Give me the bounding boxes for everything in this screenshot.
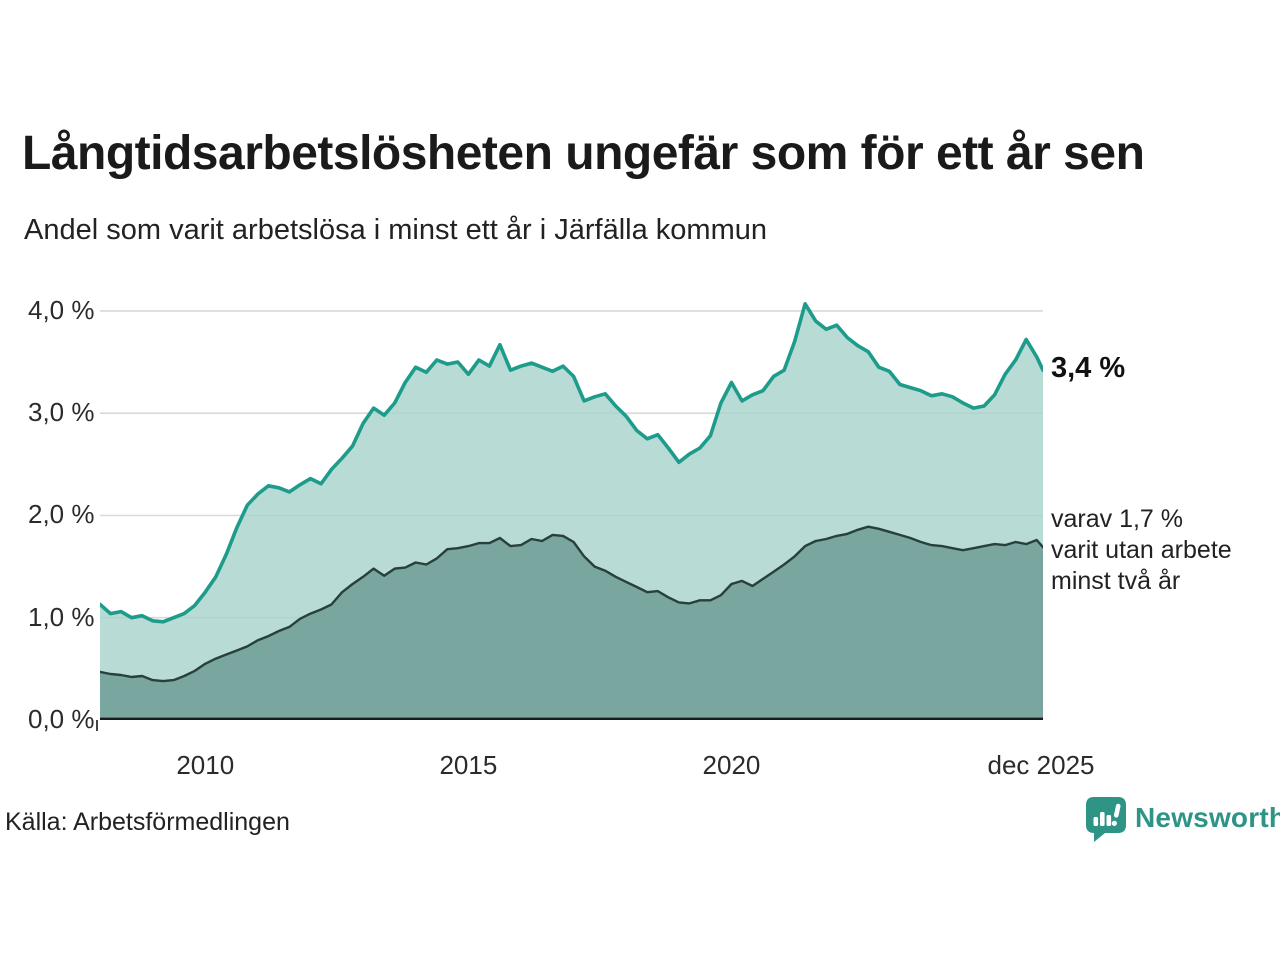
y-tick-label: 3,0 %: [28, 397, 95, 428]
newsworthy-logo-icon: [1086, 797, 1126, 842]
y-tick-label: 2,0 %: [28, 499, 95, 530]
page-title: Långtidsarbetslösheten ungefär som för e…: [22, 127, 1145, 180]
y-tick-label: 1,0 %: [28, 601, 95, 632]
y-tick-label: 4,0 %: [28, 294, 95, 325]
area-chart-svg: [100, 302, 1043, 720]
page-subtitle: Andel som varit arbetslösa i minst ett å…: [24, 214, 767, 246]
newsworthy-logo: Newsworthy: [1086, 797, 1280, 843]
y-tick-label: 0,0 %: [28, 704, 95, 734]
x-tick-label: 2020: [702, 750, 761, 780]
newsworthy-logo-text: Newsworthy: [1135, 802, 1280, 833]
series1-end-label: 3,4 %: [1051, 352, 1126, 385]
area-chart: 0,0 % 1,0 % 2,0 % 3,0 % 4,0 % 2010 2015 2020 de…: [0, 270, 1280, 780]
axis-origin-tick: [96, 720, 98, 731]
x-tick-label: 2015: [439, 750, 498, 780]
source-credit: Källa: Arbetsförmedlingen: [5, 808, 290, 836]
series2-end-label: varav 1,7 % varit utan arbete minst två …: [1051, 505, 1232, 596]
x-tick-label: dec 2025: [987, 750, 1095, 780]
x-tick-label: 2010: [176, 750, 235, 780]
